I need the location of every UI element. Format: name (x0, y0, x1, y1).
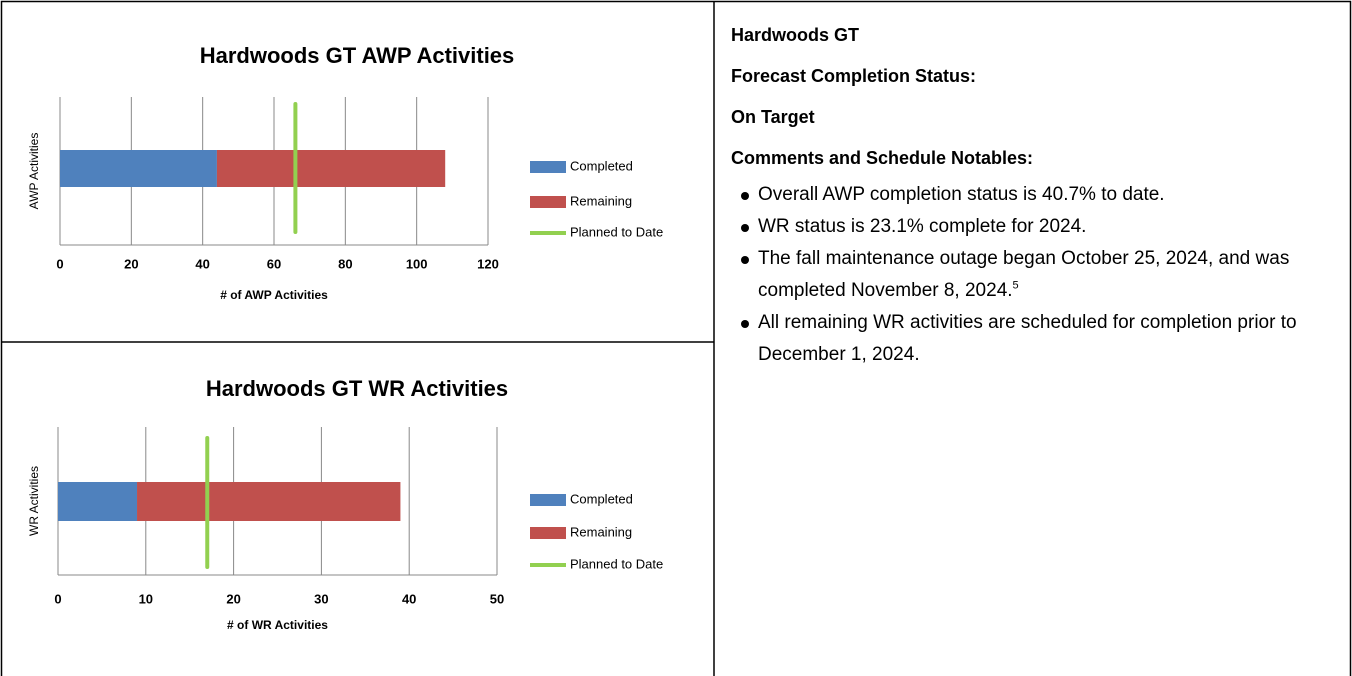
bullet-item: All remaining WR activities are schedule… (741, 307, 1318, 371)
bullet-item: WR status is 23.1% complete for 2024. (741, 211, 1158, 243)
bar-segment (58, 482, 138, 521)
bullet-list: Overall AWP completion status is 40.7% t… (731, 179, 1331, 371)
bullet-text: The fall maintenance outage began Octobe… (758, 248, 1290, 301)
x-tick-label: 120 (477, 256, 499, 271)
x-tick-label: 100 (406, 256, 428, 271)
legend-label: Remaining (570, 524, 632, 539)
legend-label: Completed (570, 491, 633, 506)
y-axis-label: WR Activities (27, 466, 41, 536)
x-axis-label: # of WR Activities (227, 618, 328, 632)
heading: Hardwoods GT (731, 25, 860, 45)
legend-label: Planned to Date (570, 556, 663, 571)
x-tick-label: 0 (54, 591, 61, 606)
legend-swatch (530, 196, 566, 208)
legend-swatch (530, 527, 566, 539)
legend-swatch (530, 494, 566, 506)
x-tick-label: 30 (314, 591, 328, 606)
x-tick-label: 0 (56, 256, 63, 271)
bar-segment (216, 150, 446, 187)
bullet-item: Overall AWP completion status is 40.7% t… (741, 179, 1198, 211)
status-panel: Hardwoods GT Forecast Completion Status:… (731, 24, 1331, 371)
status: On Target (731, 107, 815, 127)
bullet-text: All remaining WR activities are schedule… (758, 312, 1297, 365)
bar-segment (137, 482, 401, 521)
bullet-item: The fall maintenance outage began Octobe… (741, 243, 1318, 307)
legend-label: Planned to Date (570, 224, 663, 239)
x-tick-label: 20 (124, 256, 138, 271)
bullet-text: WR status is 23.1% complete for 2024. (758, 216, 1087, 237)
x-tick-label: 20 (226, 591, 240, 606)
footnote-ref: 5 (1012, 279, 1019, 292)
legend-label: Remaining (570, 193, 632, 208)
x-tick-label: 10 (139, 591, 153, 606)
x-tick-label: 50 (490, 591, 504, 606)
bullet-text: Overall AWP completion status is 40.7% t… (758, 184, 1165, 205)
x-tick-label: 40 (195, 256, 209, 271)
legend-label: Completed (570, 158, 633, 173)
x-tick-label: 60 (267, 256, 281, 271)
x-tick-label: 80 (338, 256, 352, 271)
chart-title: Hardwoods GT WR Activities (206, 376, 508, 401)
x-axis-label: # of AWP Activities (220, 288, 328, 302)
chart-title: Hardwoods GT AWP Activities (200, 43, 515, 68)
x-tick-label: 40 (402, 591, 416, 606)
legend-swatch (530, 161, 566, 173)
comments-label: Comments and Schedule Notables: (731, 148, 1034, 168)
y-axis-label: AWP Activities (27, 133, 41, 210)
bar-segment (60, 150, 217, 187)
status-label: Forecast Completion Status: (731, 66, 977, 86)
